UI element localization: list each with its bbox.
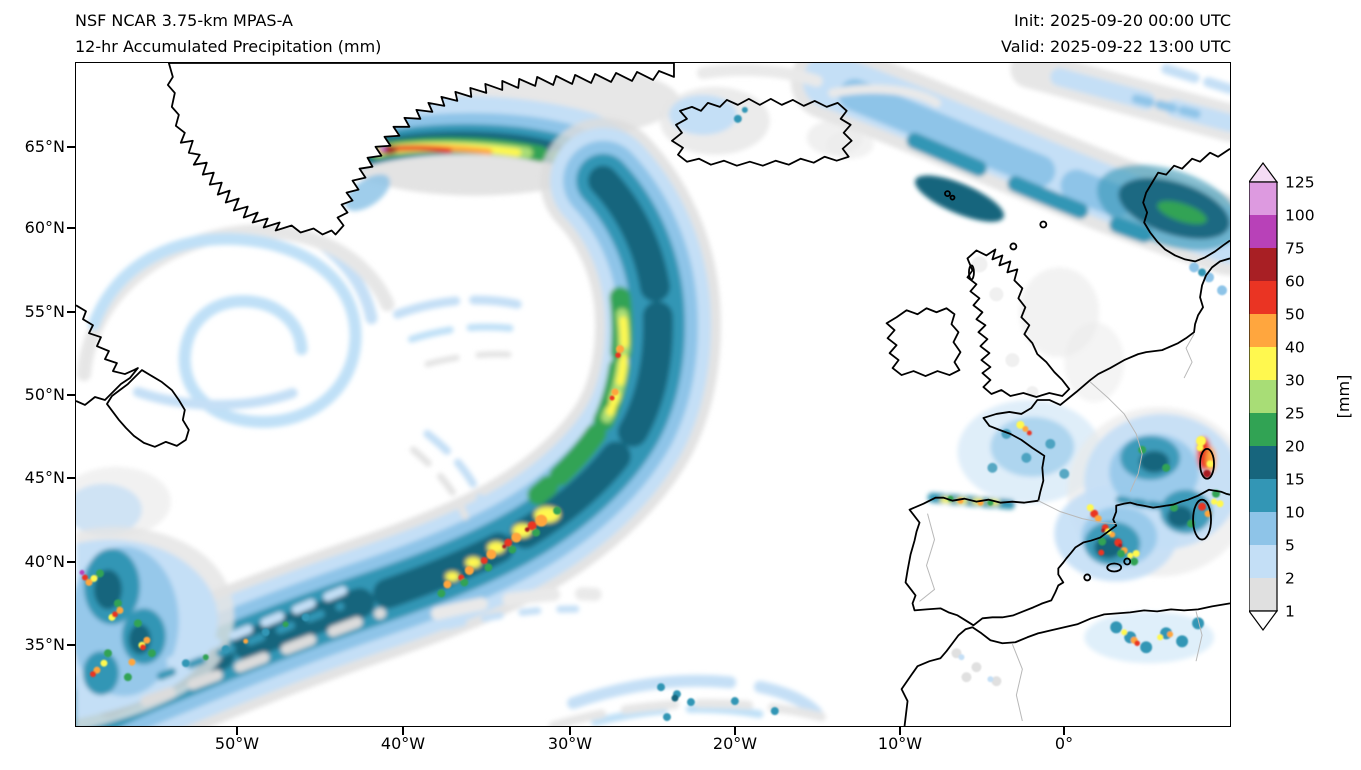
y-tick-mark bbox=[67, 311, 75, 313]
colorbar-tick-label: 20 bbox=[1285, 438, 1305, 456]
model-title: NSF NCAR 3.75-km MPAS-A bbox=[75, 11, 293, 30]
iceland-coastline bbox=[671, 97, 853, 167]
y-tick-label: 60°N bbox=[24, 218, 65, 238]
map-frame bbox=[75, 62, 1231, 727]
x-tick-mark bbox=[402, 727, 404, 735]
colorbar-tick-label: 60 bbox=[1285, 273, 1305, 291]
y-tick-label: 35°N bbox=[24, 635, 65, 655]
colorbar-tick-label: 40 bbox=[1285, 339, 1305, 357]
mallorca-coastline bbox=[1106, 562, 1123, 573]
x-tick-label: 30°W bbox=[547, 734, 593, 753]
x-tick-mark bbox=[236, 727, 238, 735]
colorbar-tick-label: 5 bbox=[1285, 537, 1295, 555]
colorbar-segment bbox=[1249, 512, 1277, 546]
faroe-coastline bbox=[944, 190, 951, 197]
precip-map bbox=[76, 63, 1230, 726]
ireland-coastline bbox=[885, 307, 962, 377]
labrador-coastline bbox=[76, 304, 139, 406]
precip-cells bbox=[79, 106, 1228, 722]
y-tick-mark bbox=[67, 561, 75, 563]
colorbar-segment bbox=[1249, 479, 1277, 513]
coastlines bbox=[76, 63, 1230, 726]
colorbar-tick-label: 10 bbox=[1285, 504, 1305, 522]
colorbar-segment bbox=[1249, 215, 1277, 249]
header-right: Init: 2025-09-20 00:00 UTC Valid: 2025-0… bbox=[1001, 8, 1231, 59]
colorbar: 125 100 75 60 50 40 30 25 20 15 10 5 2 1 [mm] bbox=[1249, 162, 1353, 632]
europe-coastline bbox=[904, 257, 1230, 627]
x-tick-mark bbox=[899, 727, 901, 735]
y-tick-label: 55°N bbox=[24, 302, 65, 322]
corsica-coastline bbox=[1199, 447, 1215, 480]
colorbar-segment bbox=[1249, 446, 1277, 480]
hebrides-coastline bbox=[968, 264, 975, 281]
header-left: NSF NCAR 3.75-km MPAS-A 12-hr Accumulate… bbox=[75, 8, 381, 59]
y-tick-mark bbox=[67, 227, 75, 229]
y-tick-label: 50°N bbox=[24, 385, 65, 405]
colorbar-segment bbox=[1249, 545, 1277, 579]
x-tick-label: 20°W bbox=[712, 734, 758, 753]
x-tick-mark bbox=[734, 727, 736, 735]
colorbar-tick-label: 75 bbox=[1285, 240, 1305, 258]
country-borders bbox=[919, 333, 1203, 722]
y-tick-label: 65°N bbox=[24, 137, 65, 157]
colorbar-segment bbox=[1249, 314, 1277, 348]
colorbar-segment bbox=[1249, 578, 1277, 612]
colorbar-tick-label: 1 bbox=[1285, 603, 1295, 621]
colorbar-segment bbox=[1249, 182, 1277, 216]
colorbar-tick-label: 125 bbox=[1285, 174, 1315, 192]
init-time: Init: 2025-09-20 00:00 UTC bbox=[1013, 11, 1231, 30]
orkney-coastline bbox=[1009, 242, 1018, 251]
sardinia-coastline bbox=[1192, 498, 1212, 541]
x-tick-label: 50°W bbox=[214, 734, 260, 753]
greenland-coastline bbox=[166, 63, 675, 236]
colorbar-tick-label: 50 bbox=[1285, 306, 1305, 324]
product-title: 12-hr Accumulated Precipitation (mm) bbox=[75, 36, 382, 56]
x-tick-mark bbox=[1063, 727, 1065, 735]
y-tick-label: 45°N bbox=[24, 468, 65, 488]
colorbar-segment bbox=[1249, 281, 1277, 315]
y-tick-mark bbox=[67, 477, 75, 479]
faroe-coastline-2 bbox=[949, 194, 956, 201]
colorbar-unit-label: [mm] bbox=[1334, 375, 1353, 419]
newfoundland-coastline bbox=[106, 369, 190, 448]
colorbar-segment bbox=[1249, 380, 1277, 414]
x-tick-label: 0° bbox=[1054, 734, 1074, 753]
y-tick-mark bbox=[67, 146, 75, 148]
y-tick-mark bbox=[67, 394, 75, 396]
colorbar-under-arrow bbox=[1249, 610, 1279, 632]
y-tick-mark bbox=[67, 644, 75, 646]
africa-coastline bbox=[900, 602, 1230, 726]
colorbar-segment bbox=[1249, 413, 1277, 447]
colorbar-tick-label: 30 bbox=[1285, 372, 1305, 390]
y-tick-label: 40°N bbox=[24, 552, 65, 572]
valid-time: Valid: 2025-09-22 13:00 UTC bbox=[1000, 36, 1231, 56]
great-britain-coastline bbox=[966, 248, 1071, 398]
x-tick-label: 40°W bbox=[380, 734, 426, 753]
x-tick-mark bbox=[569, 727, 571, 735]
colorbar-tick-label: 2 bbox=[1285, 570, 1295, 588]
colorbar-tick-label: 15 bbox=[1285, 471, 1305, 489]
menorca-coastline bbox=[1123, 557, 1132, 566]
shetland-coastline bbox=[1039, 220, 1048, 229]
colorbar-over-arrow bbox=[1249, 162, 1279, 183]
colorbar-tick-label: 25 bbox=[1285, 405, 1305, 423]
colorbar-tick-label: 100 bbox=[1285, 207, 1315, 225]
ibiza-coastline bbox=[1083, 573, 1092, 582]
colorbar-segment bbox=[1249, 248, 1277, 282]
norway-coastline bbox=[1142, 147, 1230, 263]
colorbar-segment bbox=[1249, 347, 1277, 381]
x-tick-label: 10°W bbox=[877, 734, 923, 753]
